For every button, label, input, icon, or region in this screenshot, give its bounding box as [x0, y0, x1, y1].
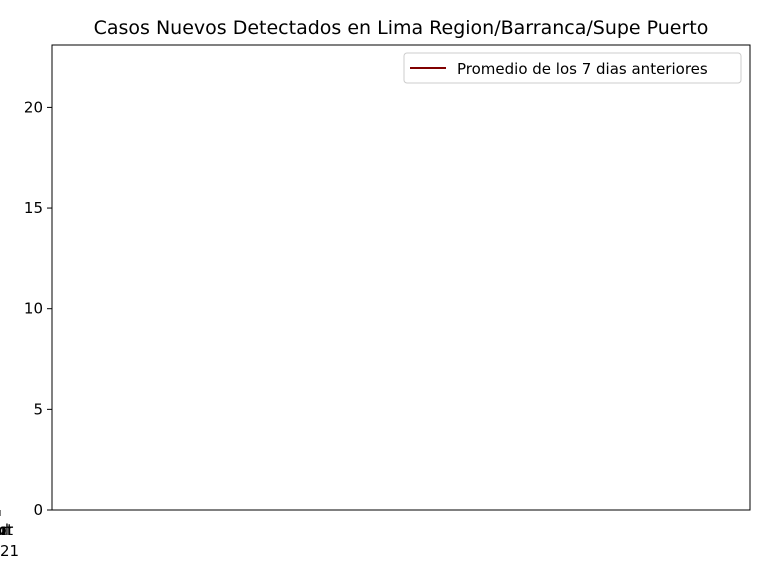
x-axis: JulOctJan 2021 Apr	[0, 510, 19, 560]
x-tick-label: Jul	[0, 521, 9, 539]
x-tick-label: Apr	[0, 521, 14, 539]
y-tick-label: 20	[24, 98, 43, 116]
x-tick-label: Jan	[0, 521, 12, 539]
plot-frame	[51, 44, 751, 511]
legend-box	[403, 52, 742, 84]
y-axis: 0 5 10 15 20	[24, 98, 52, 519]
y-tick-label: 5	[33, 400, 43, 418]
x-tick-label: Oct	[0, 521, 13, 539]
y-tick-label: 15	[24, 199, 43, 217]
legend-label: Promedio de los 7 dias anteriores	[457, 60, 708, 78]
legend: Promedio de los 7 dias anteriores	[403, 52, 742, 84]
y-tick-label: 10	[24, 300, 43, 318]
y-tick-label: 0	[33, 501, 43, 519]
chart-title: Casos Nuevos Detectados en Lima Region/B…	[94, 17, 709, 39]
x-tick-sublabel: 2021	[0, 542, 19, 560]
